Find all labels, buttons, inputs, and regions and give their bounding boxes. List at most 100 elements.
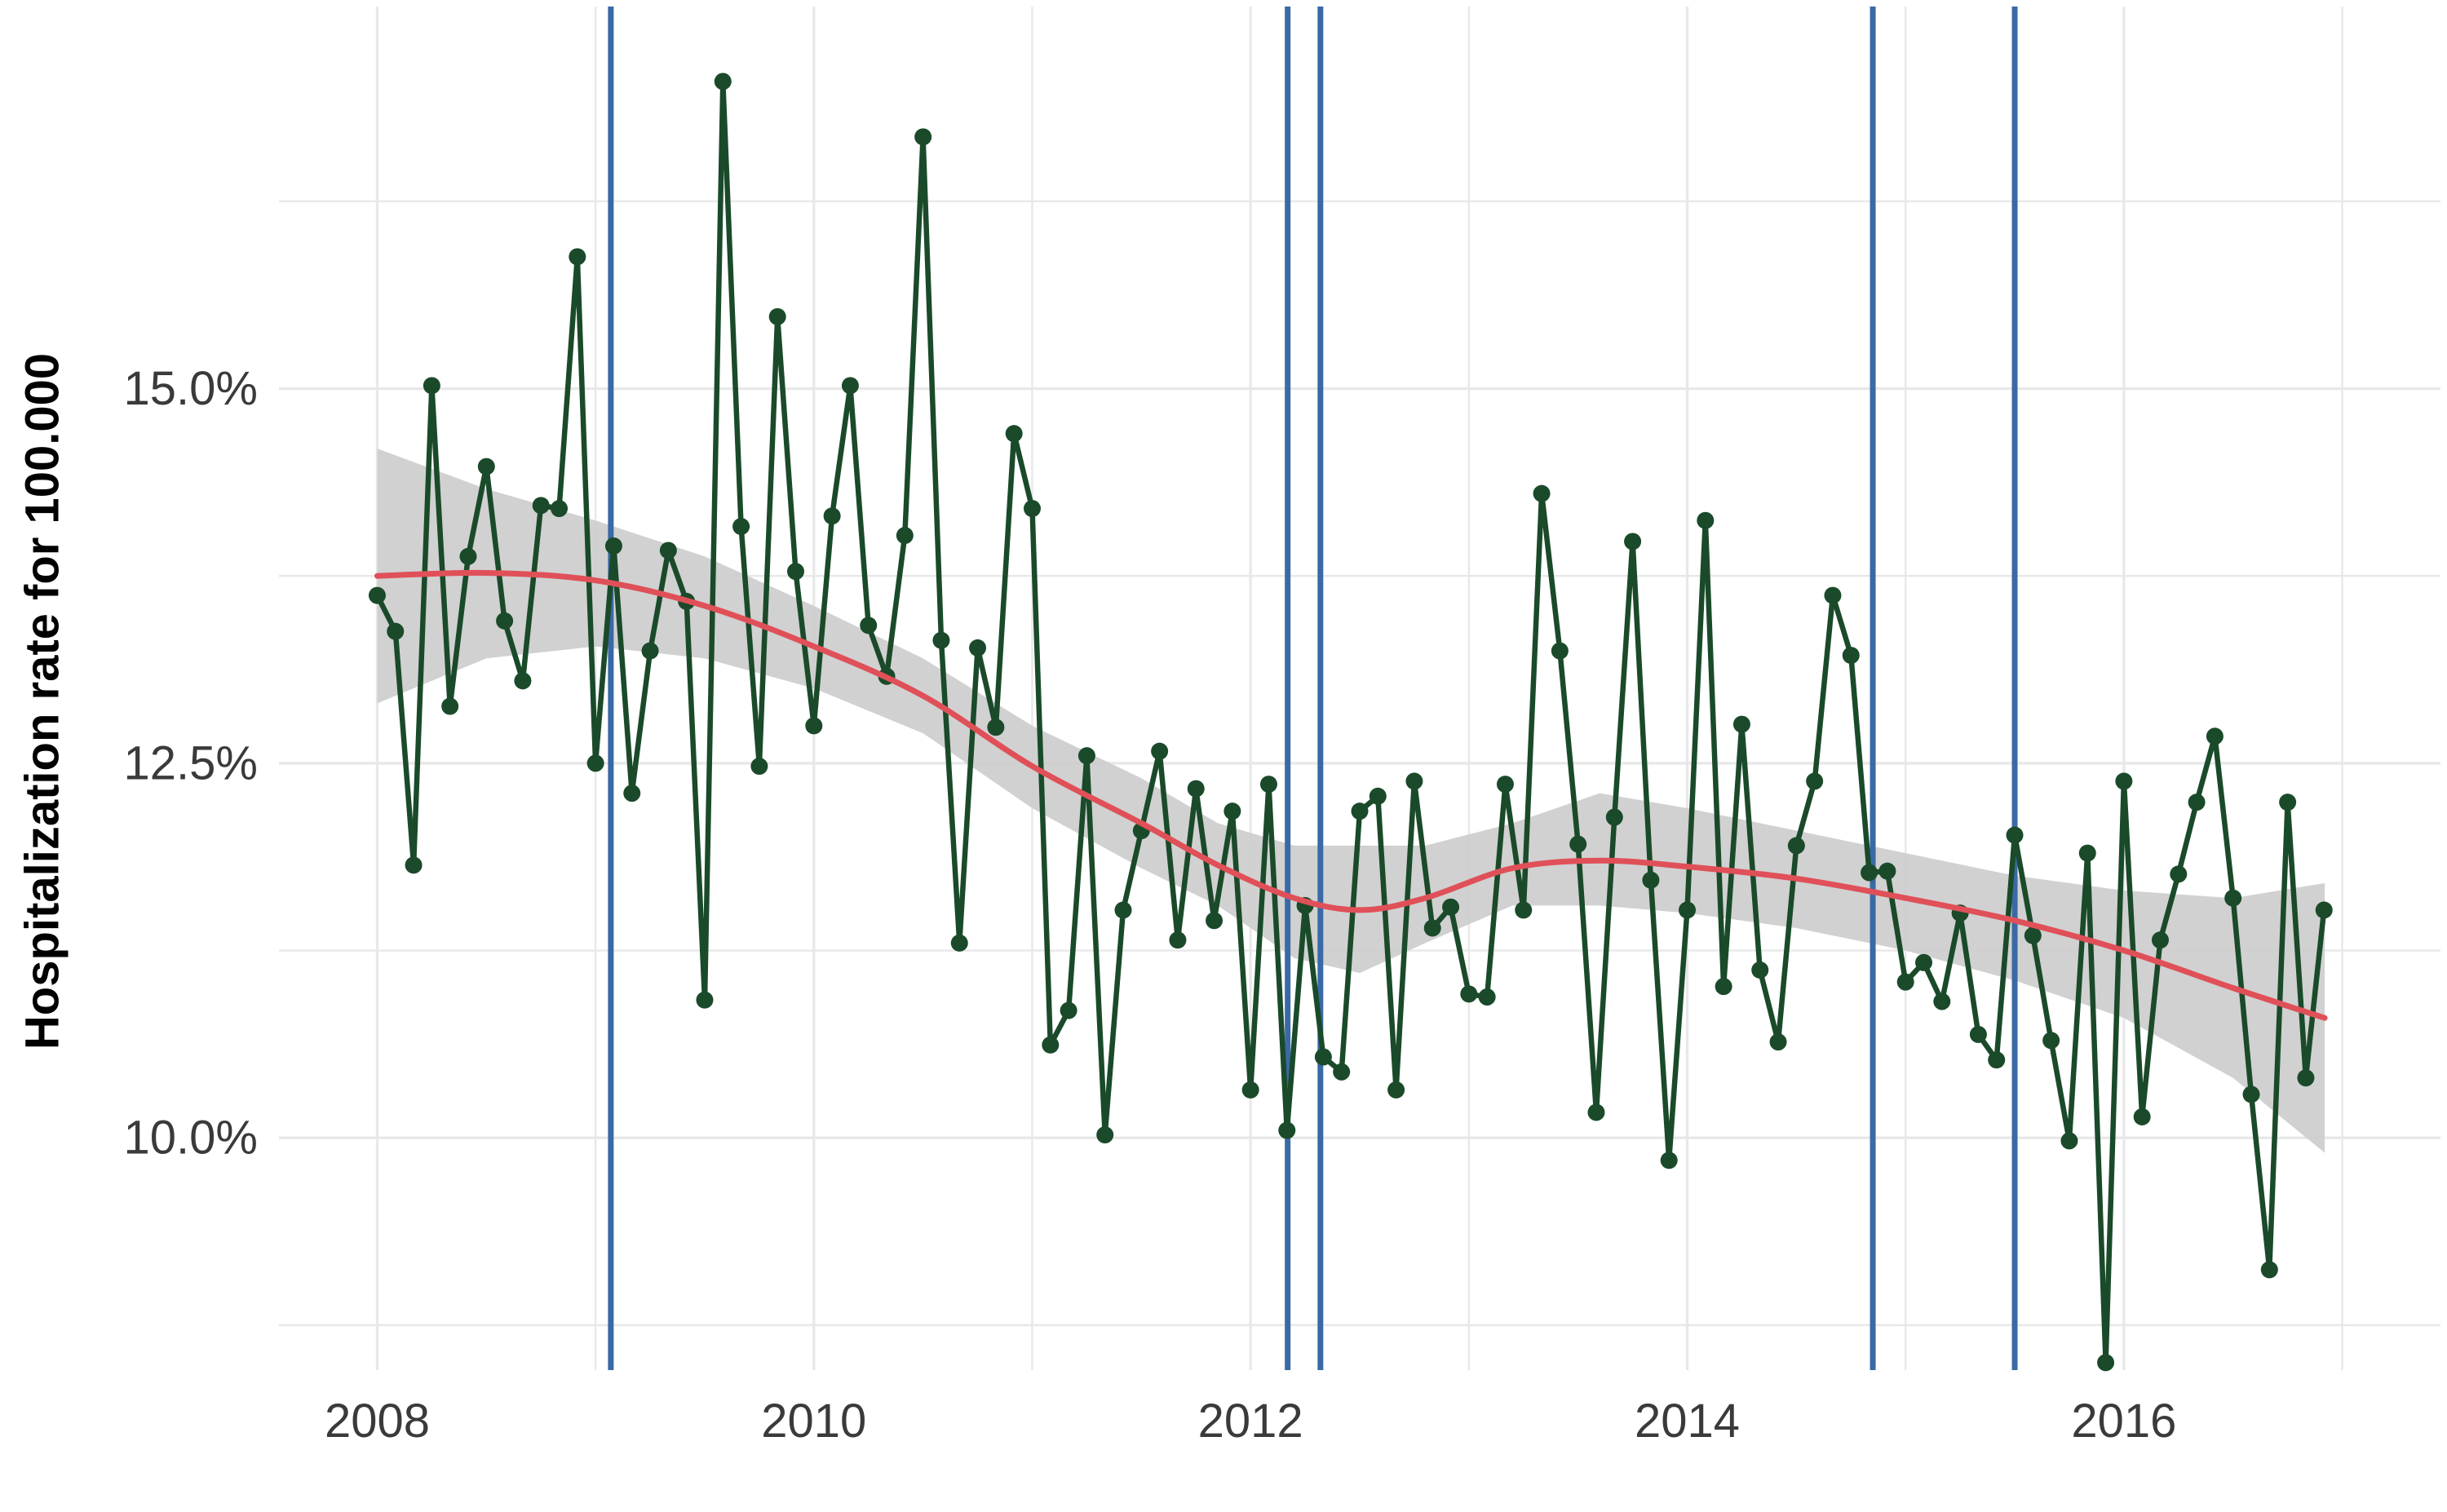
data-point xyxy=(1896,973,1914,991)
data-point xyxy=(1023,500,1041,518)
data-point xyxy=(496,612,514,630)
data-point xyxy=(1496,776,1514,794)
data-point xyxy=(1114,901,1132,919)
data-point xyxy=(569,248,586,266)
x-axis-ticks: 2008 2010 2012 2014 2016 xyxy=(325,1395,2176,1448)
smooth-layer xyxy=(374,569,2328,1021)
data-point xyxy=(1642,871,1660,889)
data-point xyxy=(969,639,987,657)
confidence-band xyxy=(377,449,2325,1153)
data-point xyxy=(2279,794,2297,811)
data-point xyxy=(2315,901,2333,919)
data-point xyxy=(1624,533,1642,550)
data-point xyxy=(659,542,677,559)
data-point xyxy=(932,631,950,649)
data-point xyxy=(1096,1126,1114,1144)
y-tick-label: 10.0% xyxy=(124,1112,258,1165)
y-tick-label: 15.0% xyxy=(124,362,258,415)
data-point xyxy=(2260,1261,2278,1279)
y-axis-title: Hospitalization rate for 100.000 xyxy=(16,353,69,1050)
data-point xyxy=(732,518,750,536)
data-point xyxy=(2133,1107,2151,1125)
data-point xyxy=(1806,772,1824,790)
data-point xyxy=(1060,1001,1077,1019)
data-point xyxy=(1914,953,1932,971)
x-tick-label: 2008 xyxy=(325,1395,430,1448)
data-points xyxy=(368,73,2333,1372)
data-point xyxy=(1387,1081,1405,1099)
data-point xyxy=(1569,835,1587,853)
data-point xyxy=(532,497,550,515)
data-point xyxy=(1715,978,1732,996)
data-point xyxy=(1751,961,1769,979)
data-point xyxy=(750,758,768,776)
data-point xyxy=(787,563,805,581)
data-point xyxy=(387,622,405,640)
data-point xyxy=(1861,864,1878,882)
data-point xyxy=(1241,1081,1259,1099)
x-tick-label: 2014 xyxy=(1635,1395,1740,1448)
data-point xyxy=(2297,1069,2315,1087)
x-tick-label: 2012 xyxy=(1198,1395,1303,1448)
data-point xyxy=(477,458,495,475)
data-point xyxy=(459,547,477,565)
data-point xyxy=(696,991,714,1009)
data-point xyxy=(2242,1085,2260,1103)
data-point xyxy=(1933,993,1951,1010)
data-point xyxy=(1679,901,1697,919)
data-point xyxy=(2024,926,2042,944)
data-point xyxy=(768,307,786,325)
data-point xyxy=(623,785,641,802)
data-point xyxy=(1333,1063,1351,1081)
data-point xyxy=(1460,985,1478,1003)
data-point xyxy=(1259,776,1277,794)
data-point xyxy=(823,507,841,525)
data-point xyxy=(2188,794,2206,811)
data-point xyxy=(1369,787,1387,805)
y-tick-label: 12.5% xyxy=(124,736,258,789)
data-point xyxy=(423,377,440,395)
data-point xyxy=(805,717,823,735)
data-point xyxy=(1042,1036,1060,1054)
data-point xyxy=(2151,931,2169,949)
data-point xyxy=(950,934,968,952)
data-point xyxy=(1314,1048,1332,1066)
data-point xyxy=(1077,747,1095,765)
data-point xyxy=(1824,586,1842,604)
data-point xyxy=(914,128,932,146)
data-point xyxy=(405,856,423,874)
data-point xyxy=(551,500,569,518)
x-tick-label: 2016 xyxy=(2071,1395,2176,1448)
data-point xyxy=(1988,1051,2006,1069)
series-line-observed xyxy=(374,78,2327,1366)
data-point xyxy=(1478,988,1496,1006)
data-point xyxy=(1732,715,1750,733)
data-point xyxy=(1442,898,1460,916)
data-point xyxy=(1206,912,1224,930)
data-point xyxy=(1533,484,1551,502)
confidence-band-layer xyxy=(377,449,2325,1153)
data-point xyxy=(514,672,532,690)
data-point xyxy=(641,642,659,660)
event-lines xyxy=(608,7,2018,1370)
data-point xyxy=(1278,1121,1296,1139)
data-point xyxy=(2115,772,2133,790)
series-line-smooth xyxy=(374,569,2328,1021)
data-point xyxy=(1660,1152,1678,1169)
data-point xyxy=(2006,826,2024,844)
data-point xyxy=(1605,808,1623,826)
data-point xyxy=(604,537,622,555)
data-point xyxy=(860,617,878,634)
data-point xyxy=(2224,889,2242,907)
data-point xyxy=(714,73,732,91)
data-point xyxy=(1787,837,1805,855)
y-axis-ticks: 10.0% 12.5% 15.0% xyxy=(124,362,258,1165)
x-tick-label: 2010 xyxy=(761,1395,866,1448)
data-point xyxy=(2097,1354,2115,1372)
data-point xyxy=(1151,742,1169,760)
data-point xyxy=(1515,901,1533,919)
data-point xyxy=(1551,642,1569,660)
data-point xyxy=(1405,772,1423,790)
data-point xyxy=(2206,727,2224,745)
